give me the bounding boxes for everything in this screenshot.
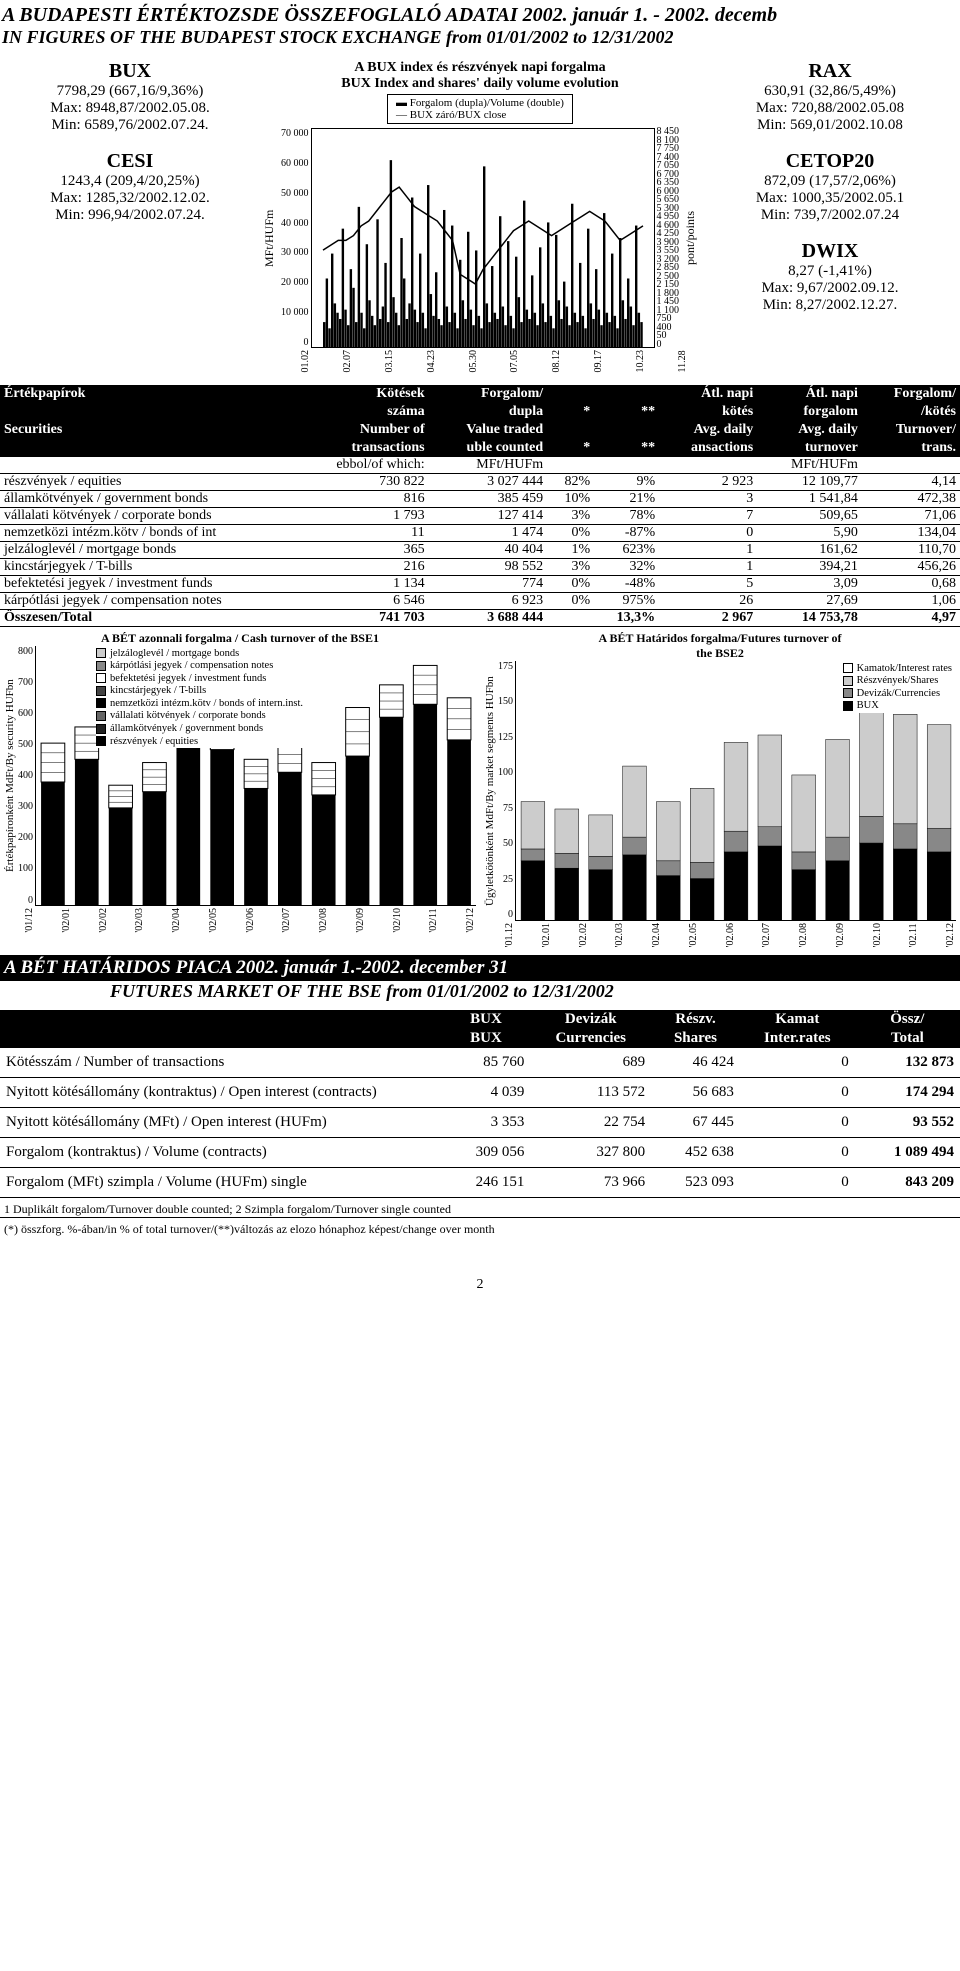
securities-table: ÉrtékpapírokKötésekForgalom/Átl. napiÁtl… xyxy=(0,385,960,627)
futures-turnover-chart: A BÉT Határidos forgalma/Futures turnove… xyxy=(484,631,956,947)
footnote-2: (*) összforg. %-ában/in % of total turno… xyxy=(0,1218,960,1237)
cash-turnover-chart: A BÉT azonnali forgalma / Cash turnover … xyxy=(4,631,476,947)
index-cetop: CETOP20 872,09 (17,57/2,06%) Max: 1000,3… xyxy=(700,150,960,224)
futures-title-en: FUTURES MARKET OF THE BSE from 01/01/200… xyxy=(0,981,960,1010)
index-cesi: CESI 1243,4 (209,4/20,25%) Max: 1285,32/… xyxy=(0,150,260,224)
y-left-ticks: 70 00060 00050 00040 00030 00020 00010 0… xyxy=(279,128,311,348)
index-dwix: DWIX 8,27 (-1,41%) Max: 9,67/2002.09.12.… xyxy=(700,240,960,314)
futures-title-hu: A BÉT HATÁRIDOS PIACA 2002. január 1.-20… xyxy=(0,955,960,981)
chart-plot-area xyxy=(311,128,655,348)
page-number: 2 xyxy=(0,1237,960,1303)
table-row: kárpótlási jegyek / compensation notes6 … xyxy=(0,592,960,609)
bux-volume-chart: A BUX index és részvények napi forgalma … xyxy=(260,60,700,373)
x-ticks: 01.0202.0703.1504.2305.3007.0508.1209.17… xyxy=(260,348,700,373)
y-axis-right-label: pont/points xyxy=(681,128,700,348)
table-row: Kötésszám / Number of transactions85 760… xyxy=(0,1048,960,1078)
footnote-1: 1 Duplikált forgalom/Turnover double cou… xyxy=(0,1198,960,1218)
table-row: nemzetközi intézm.kötv / bonds of int111… xyxy=(0,524,960,541)
table-row: vállalati kötvények / corporate bonds1 7… xyxy=(0,507,960,524)
index-rax: RAX 630,91 (32,86/5,49%) Max: 720,88/200… xyxy=(700,60,960,134)
chart-legend: ▬ Forgalom (dupla)/Volume (double) — BUX… xyxy=(387,94,573,124)
table-row: Forgalom (MFt) szimpla / Volume (HUFm) s… xyxy=(0,1167,960,1197)
table-row: jelzáloglevél / mortgage bonds36540 4041… xyxy=(0,541,960,558)
table-row: Nyitott kötésállomány (MFt) / Open inter… xyxy=(0,1107,960,1137)
title-en: IN FIGURES OF THE BUDAPEST STOCK EXCHANG… xyxy=(0,27,960,52)
index-summary-row: BUX 7798,29 (667,16/9,36%) Max: 8948,87/… xyxy=(0,52,960,377)
table-row: részvények / equities730 8223 027 44482%… xyxy=(0,473,960,490)
table-row: Nyitott kötésállomány (kontraktus) / Ope… xyxy=(0,1077,960,1107)
y-right-ticks: 8 4508 1007 7507 4007 0506 7006 3506 000… xyxy=(655,128,682,348)
index-bux: BUX 7798,29 (667,16/9,36%) Max: 8948,87/… xyxy=(0,60,260,134)
table-row: Forgalom (kontraktus) / Volume (contract… xyxy=(0,1137,960,1167)
futures-table: BUXDevizákRészv.KamatÖssz/BUXCurrenciesS… xyxy=(0,1010,960,1198)
table-row: kincstárjegyek / T-bills21698 5523%32%13… xyxy=(0,558,960,575)
table-row: befektetési jegyek / investment funds1 1… xyxy=(0,575,960,592)
table-row: államkötvények / government bonds816385 … xyxy=(0,490,960,507)
y-axis-left-label: MFt/HUFm xyxy=(260,128,279,348)
title-hu: A BUDAPESTI ÉRTÉKTOZSDE ÖSSZEFOGLALÓ ADA… xyxy=(0,0,960,27)
